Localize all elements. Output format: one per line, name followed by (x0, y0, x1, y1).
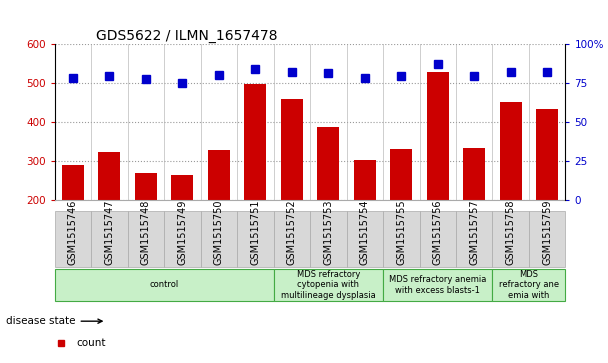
Bar (383, 44, 420, 200)
Bar (354, 160, 376, 278)
Text: GSM1515757: GSM1515757 (469, 199, 479, 265)
Text: MDS refractory
cytopenia with
multilineage dysplasia: MDS refractory cytopenia with multilinea… (281, 270, 376, 300)
Bar (347, 44, 383, 200)
Bar (98, 152, 120, 278)
Bar (55, 44, 91, 200)
Text: GSM1515750: GSM1515750 (214, 200, 224, 265)
Text: GSM1515746: GSM1515746 (68, 200, 78, 265)
Bar (310, 211, 347, 267)
Bar (164, 44, 201, 200)
Bar (383, 211, 420, 267)
Bar (529, 211, 565, 267)
Text: GDS5622 / ILMN_1657478: GDS5622 / ILMN_1657478 (95, 29, 277, 42)
Bar (128, 44, 164, 200)
Text: GSM1515753: GSM1515753 (323, 200, 333, 265)
Bar (383, 269, 492, 301)
Bar (91, 44, 128, 200)
Text: count: count (76, 338, 106, 348)
Bar (237, 44, 274, 200)
Bar (456, 44, 492, 200)
Bar (128, 211, 164, 267)
Bar (317, 127, 339, 278)
Bar (420, 44, 456, 200)
Bar (463, 148, 485, 278)
Text: MDS
refractory ane
emia with: MDS refractory ane emia with (499, 270, 559, 300)
Bar (55, 211, 91, 267)
Bar (310, 44, 347, 200)
Text: GSM1515756: GSM1515756 (433, 200, 443, 265)
Text: GSM1515754: GSM1515754 (360, 200, 370, 265)
Text: disease state: disease state (6, 316, 102, 326)
Text: control: control (150, 281, 179, 289)
Text: GSM1515747: GSM1515747 (105, 200, 114, 265)
Bar (244, 84, 266, 278)
Bar (274, 211, 310, 267)
Text: GSM1515755: GSM1515755 (396, 199, 406, 265)
Bar (274, 269, 383, 301)
Bar (237, 211, 274, 267)
Text: GSM1515751: GSM1515751 (250, 200, 260, 265)
Text: MDS refractory anemia
with excess blasts-1: MDS refractory anemia with excess blasts… (389, 275, 486, 295)
Bar (420, 211, 456, 267)
Bar (171, 175, 193, 278)
Text: GSM1515752: GSM1515752 (287, 199, 297, 265)
Text: GSM1515759: GSM1515759 (542, 200, 552, 265)
Bar (135, 173, 157, 278)
Bar (281, 99, 303, 278)
Bar (492, 211, 529, 267)
Text: GSM1515748: GSM1515748 (141, 200, 151, 265)
Bar (274, 44, 310, 200)
Bar (55, 269, 274, 301)
Bar (91, 211, 128, 267)
Bar (536, 109, 558, 278)
Bar (201, 211, 237, 267)
Bar (390, 149, 412, 278)
Bar (500, 102, 522, 278)
Bar (164, 211, 201, 267)
Text: GSM1515758: GSM1515758 (506, 200, 516, 265)
Bar (529, 44, 565, 200)
Bar (456, 211, 492, 267)
Bar (208, 150, 230, 278)
Bar (201, 44, 237, 200)
Bar (427, 72, 449, 278)
Bar (492, 269, 565, 301)
Bar (62, 164, 84, 278)
Text: GSM1515749: GSM1515749 (178, 200, 187, 265)
Bar (492, 44, 529, 200)
Bar (347, 211, 383, 267)
